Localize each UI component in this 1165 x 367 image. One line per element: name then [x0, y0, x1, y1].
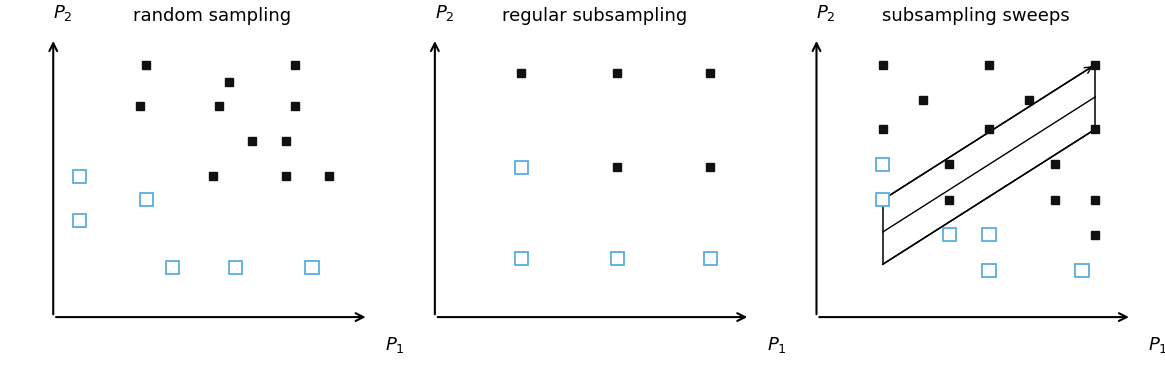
Text: $P_1$: $P_1$ — [1149, 335, 1165, 355]
Title: random sampling: random sampling — [134, 7, 291, 25]
Bar — [515, 252, 528, 265]
Bar — [942, 228, 955, 241]
Bar — [140, 193, 153, 206]
Bar — [610, 252, 624, 265]
Bar — [704, 252, 716, 265]
Bar — [305, 261, 319, 274]
Bar — [73, 170, 86, 183]
Text: $P_1$: $P_1$ — [767, 335, 786, 355]
Bar — [167, 261, 179, 274]
Bar — [73, 214, 86, 227]
Bar — [982, 264, 996, 277]
Bar — [876, 193, 890, 206]
Title: subsampling sweeps: subsampling sweeps — [882, 7, 1069, 25]
Bar — [230, 261, 242, 274]
Text: $P_1$: $P_1$ — [386, 335, 404, 355]
Text: $P_2$: $P_2$ — [817, 4, 836, 23]
Bar — [515, 161, 528, 174]
Text: $P_2$: $P_2$ — [54, 4, 73, 23]
Text: $P_2$: $P_2$ — [435, 4, 454, 23]
Title: regular subsampling: regular subsampling — [501, 7, 687, 25]
Bar — [1075, 264, 1088, 277]
Bar — [876, 158, 890, 171]
Bar — [982, 228, 996, 241]
